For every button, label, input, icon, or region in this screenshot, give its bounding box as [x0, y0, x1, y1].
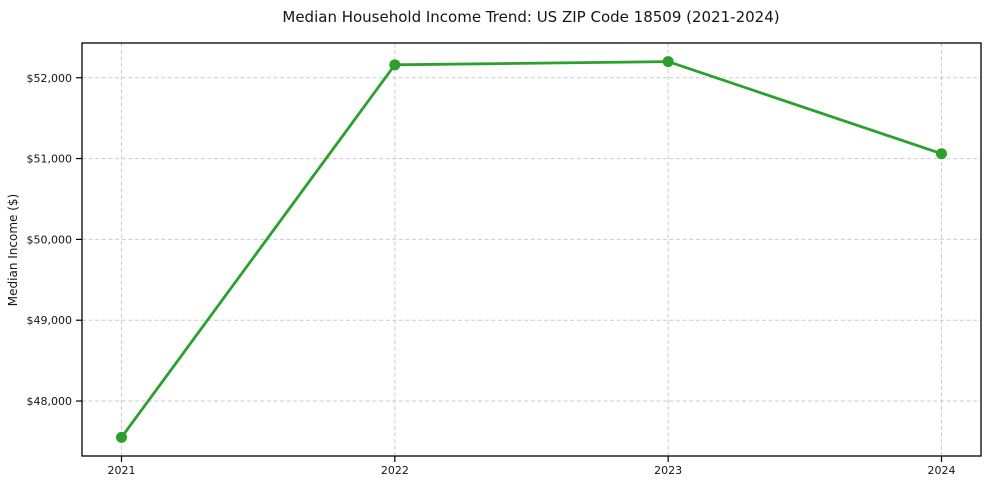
axis-ticks — [76, 77, 943, 462]
x-tick-label: 2022 — [381, 464, 409, 477]
y-tick-label: $50,000 — [27, 233, 73, 246]
x-tick-label: 2021 — [108, 464, 136, 477]
y-tick-label: $48,000 — [27, 395, 73, 408]
x-tick-label: 2024 — [928, 464, 956, 477]
data-point-marker — [662, 56, 674, 68]
plot-border — [81, 42, 982, 457]
y-axis-label: Median Income ($) — [6, 194, 20, 306]
data-point-marker — [936, 148, 947, 160]
gridlines — [82, 43, 981, 456]
data-point-marker — [116, 431, 127, 443]
y-tick-label: $49,000 — [27, 314, 73, 327]
tick-labels: $48,000 $49,000 $50,000 $51,000 $52,000 2021 2… — [27, 72, 956, 477]
y-tick-label: $52,000 — [27, 72, 73, 85]
y-tick-label: $51,000 — [27, 153, 73, 166]
chart-title: Median Household Income Trend: US ZIP Co… — [282, 8, 779, 26]
data-point-marker — [389, 59, 401, 71]
x-tick-label: 2023 — [654, 464, 682, 477]
trend-line — [120, 60, 943, 439]
data-series — [116, 56, 947, 443]
